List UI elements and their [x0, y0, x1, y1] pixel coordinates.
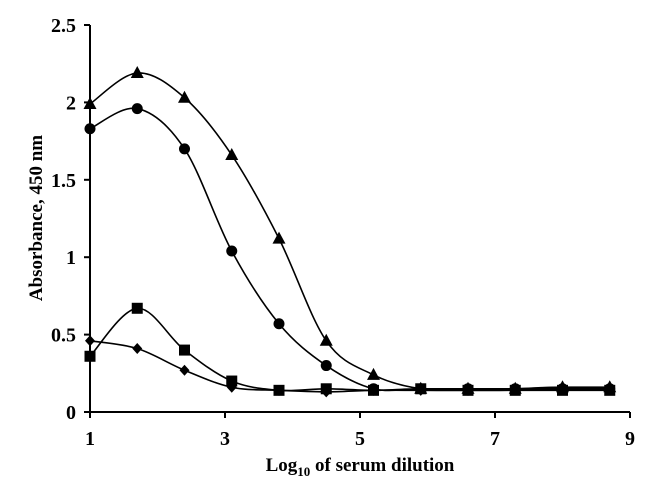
data-point-diamond: [604, 383, 615, 395]
series-line-square: [89, 307, 610, 392]
data-point-circle: [320, 360, 332, 372]
data-point-diamond: [226, 381, 237, 393]
x-tick-label: 9: [625, 428, 635, 450]
data-point-diamond: [415, 384, 426, 396]
data-point-triangle: [319, 333, 333, 346]
data-point-circle: [179, 143, 190, 155]
data-point-diamond: [557, 381, 568, 393]
series-line-diamond: [89, 340, 610, 393]
series-line-triangle: [89, 72, 610, 391]
data-point-diamond: [179, 364, 190, 376]
data-point-triangle: [367, 367, 380, 380]
x-axis-title-suffix: of serum dilution: [310, 455, 455, 476]
x-tick-label: 5: [355, 428, 365, 450]
y-tick-label: 2: [66, 92, 76, 114]
data-point-triangle: [178, 90, 191, 103]
plot-area: [83, 65, 617, 398]
y-tick-label: 1: [66, 247, 76, 269]
data-point-triangle: [130, 65, 144, 78]
x-axis-title-prefix: Log: [266, 455, 298, 476]
x-axis-title-subscript: 10: [297, 464, 310, 479]
y-tick-label: 0: [66, 402, 76, 424]
series-circle: [84, 103, 616, 395]
data-point-diamond: [510, 383, 521, 395]
data-point-triangle: [272, 231, 286, 244]
series-line-circle: [89, 107, 610, 392]
series-diamond: [85, 335, 615, 398]
y-tick-label: 2.5: [51, 15, 76, 37]
data-point-circle: [226, 245, 238, 257]
data-point-circle: [273, 318, 285, 330]
y-axis-title: Absorbance, 450 nm: [26, 135, 47, 301]
y-axis-ticks: 0 0.5 1 1.5 2 2.5: [51, 15, 90, 424]
data-point-circle: [131, 103, 143, 115]
x-axis-ticks: 1 3 5 7 9: [85, 412, 635, 450]
x-tick-label: 1: [85, 428, 95, 450]
data-point-square: [179, 344, 190, 356]
x-tick-label: 3: [220, 428, 230, 450]
x-tick-label: 7: [490, 428, 500, 450]
data-point-diamond: [132, 343, 143, 355]
data-point-diamond: [321, 386, 332, 398]
data-point-triangle: [225, 148, 239, 161]
data-point-diamond: [463, 384, 473, 396]
series-triangle: [83, 65, 617, 394]
data-point-square: [131, 302, 143, 314]
y-tick-label: 1.5: [51, 170, 76, 192]
series-square: [84, 302, 616, 396]
x-axis-title: Log10 of serum dilution: [266, 455, 455, 479]
data-point-square: [226, 375, 238, 387]
data-point-diamond: [274, 384, 284, 396]
y-tick-label: 0.5: [51, 325, 76, 347]
data-point-diamond: [368, 384, 379, 396]
